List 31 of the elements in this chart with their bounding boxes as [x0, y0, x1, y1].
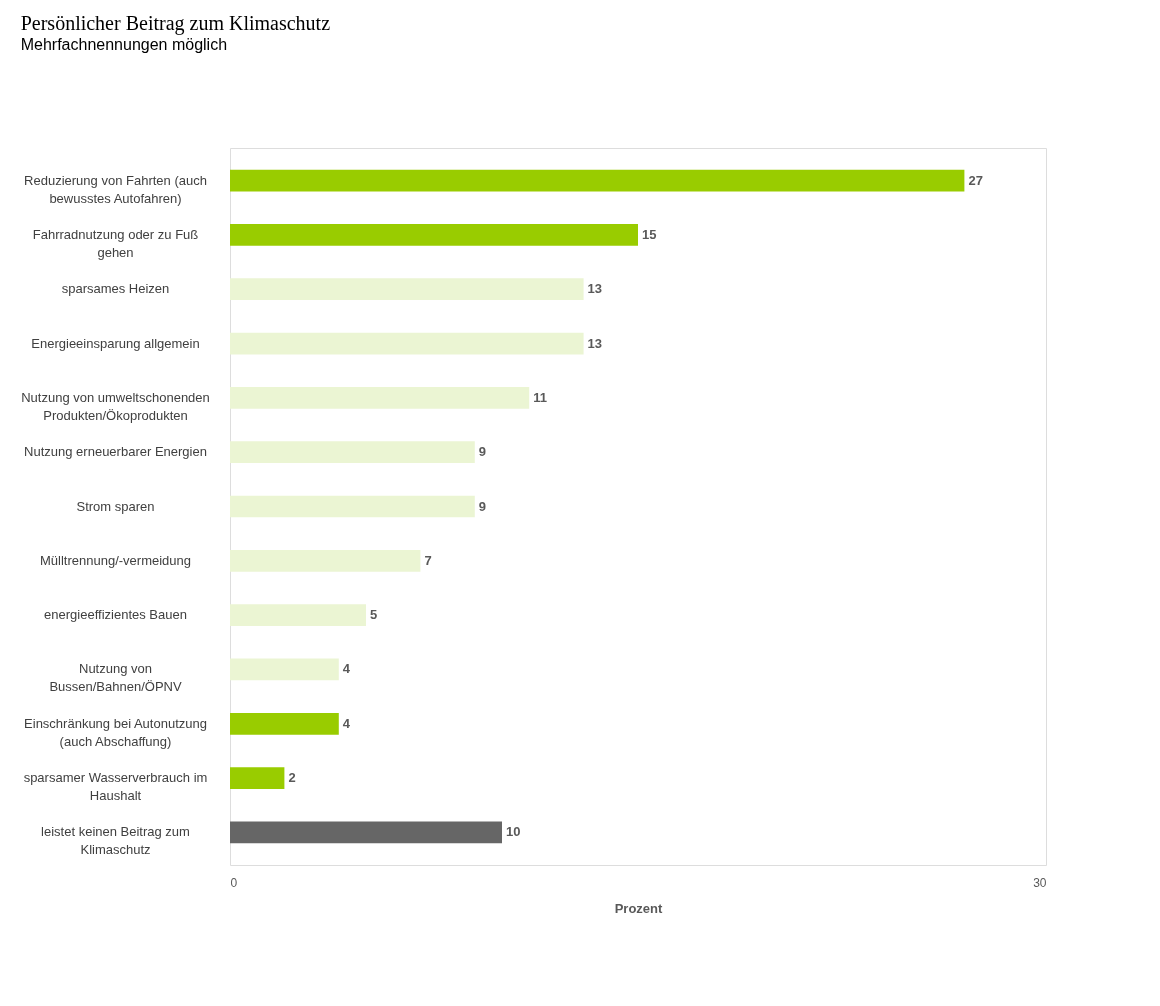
data-label: 7 [424, 552, 432, 568]
x-axis-title: Prozent [614, 900, 664, 916]
chart-subtitle: Mehrfachnennungen möglich [20, 36, 228, 53]
data-label: 11 [533, 389, 547, 405]
y-tick-label: Einschränkung bei Autonutzung (auch Abschaffung) [24, 715, 207, 749]
y-tick-label: leistet keinen Beitrag zum Klimaschutz [41, 824, 190, 858]
data-label: 9 [478, 444, 487, 460]
y-tick-label: energieeffizientes Bauen [44, 607, 187, 623]
y-tick-label: Nutzung von umweltschonenden Produkten/Ökoprodukten [21, 389, 210, 423]
y-tick-label: Energieeinsparung allgemein [31, 335, 200, 351]
data-label: 10 [506, 824, 521, 840]
y-tick-label: Strom sparen [76, 498, 155, 514]
data-label: 27 [968, 172, 983, 188]
data-label: 5 [370, 607, 378, 623]
y-tick-label: Reduzierung von Fahrten (auch bewusstes Autofahren) [24, 172, 207, 206]
y-tick-label: Mülltrennung/-vermeidung [39, 552, 192, 568]
chart-title: Persönlicher Beitrag zum Klimaschutz [20, 12, 331, 35]
y-tick-label: Nutzung von Bussen/Bahnen/ÖPNV [49, 661, 182, 695]
data-label: 4 [342, 715, 351, 731]
y-tick-label: sparsames Heizen [61, 281, 170, 297]
data-label: 13 [587, 281, 603, 297]
y-tick-label: Nutzung erneuerbarer Energien [24, 444, 207, 460]
data-label: 4 [342, 661, 351, 677]
data-label: 13 [587, 335, 603, 351]
data-label: 2 [288, 770, 296, 786]
data-label: 15 [642, 226, 657, 242]
data-label: 9 [478, 498, 487, 514]
x-tick-label: 30 [1033, 875, 1047, 890]
x-tick-label: 0 [230, 875, 238, 890]
y-tick-label: sparsamer Wasserverbrauch im Haushalt [23, 770, 208, 804]
y-tick-label: Fahrradnutzung oder zu Fuß gehen [32, 226, 199, 260]
